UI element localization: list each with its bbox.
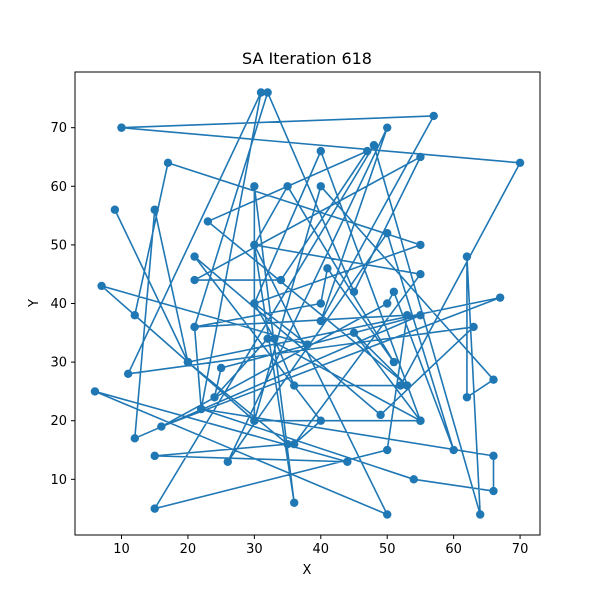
data-point [270,334,279,343]
data-point [489,451,498,461]
data-point [190,275,199,285]
data-point [383,299,392,308]
y-axis-label: Y [27,299,42,308]
data-point [316,316,325,326]
data-point [303,340,312,349]
data-point [130,434,139,443]
data-point [283,182,292,191]
data-point [489,375,498,384]
plot-area [90,88,525,519]
data-point [150,504,159,513]
data-point [383,228,392,238]
data-point [150,451,159,461]
x-tick-label: 70 [512,542,529,557]
x-tick-label: 30 [246,542,263,557]
data-point [429,111,438,121]
data-point [190,322,199,332]
x-tick-label: 20 [180,542,197,557]
data-point [216,363,226,373]
data-point [389,287,399,296]
data-point [462,252,472,261]
data-point [316,416,325,425]
data-point [495,293,505,302]
data-point [157,422,166,431]
data-point [396,381,405,390]
data-point [476,510,485,519]
y-tick-label: 20 [50,414,67,429]
data-point [163,158,173,168]
data-point [290,439,299,449]
data-point [416,416,425,425]
data-point [263,88,272,97]
data-point [150,205,159,214]
data-point [389,357,399,367]
data-point [250,240,259,250]
data-point [416,240,425,250]
data-point [416,311,425,320]
data-point [190,252,199,261]
data-point [369,141,379,150]
data-point [210,393,219,402]
y-tick-label: 40 [50,297,67,312]
data-point [449,445,458,455]
y-tick-label: 30 [50,356,67,371]
data-point [97,281,106,291]
data-point [290,381,299,390]
data-point [323,264,332,273]
series-line [94,91,521,516]
data-point [316,299,325,308]
data-point [256,88,266,97]
data-point [250,299,259,308]
data-point [462,393,472,402]
data-point [489,486,498,496]
data-point [383,445,392,455]
data-point [223,457,232,466]
data-point [90,387,100,396]
data-point [130,311,139,320]
data-point [117,123,126,132]
x-tick-label: 10 [113,542,130,557]
y-tick-label: 60 [50,180,67,195]
y-tick-label: 70 [50,121,67,136]
x-axis-label: X [303,563,312,578]
data-point [515,158,525,168]
data-point [316,146,325,156]
data-point [263,334,272,343]
data-point [349,328,359,337]
data-point [197,404,206,414]
data-point [316,182,325,191]
axes-frame [74,71,541,536]
chart-title: SA Iteration 618 [242,49,372,68]
data-point [376,410,385,420]
data-point [409,475,418,484]
data-point [290,498,299,507]
data-point [383,123,392,132]
data-point [402,381,412,390]
x-tick-label: 40 [313,542,330,557]
data-point [123,369,133,379]
data-point [349,287,359,296]
data-point [363,146,372,156]
x-tick-label: 50 [379,542,396,557]
data-point [283,439,292,449]
axis-ticks: 10 20 30 40 50 60 70 10 20 30 40 50 60 70 [50,121,528,557]
data-point [402,311,412,320]
y-tick-label: 10 [50,473,67,488]
x-tick-label: 60 [445,542,462,557]
data-point [343,457,352,466]
data-point [416,152,425,162]
data-point [383,510,392,519]
data-point [276,275,286,285]
data-point [203,217,213,226]
data-point [416,270,425,279]
data-point [250,182,259,191]
data-point [183,357,193,367]
data-point [250,416,259,425]
data-point [469,322,478,332]
data-point [110,205,120,214]
y-tick-label: 50 [50,238,67,253]
